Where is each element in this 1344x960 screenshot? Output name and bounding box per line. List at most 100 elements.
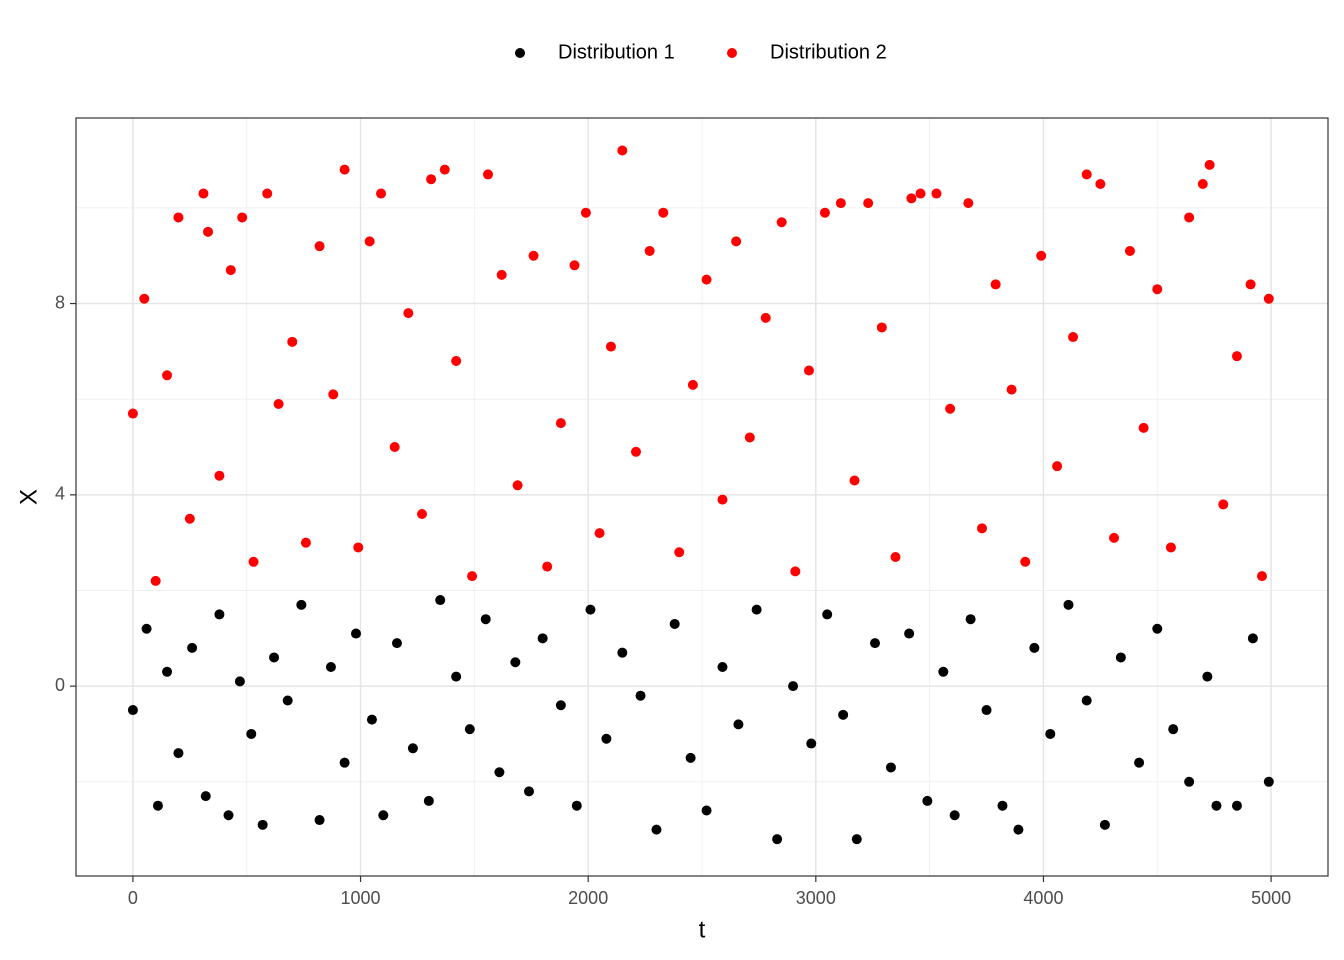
point — [876, 322, 887, 333]
legend-marker — [727, 48, 737, 58]
point — [246, 728, 257, 739]
point — [651, 824, 662, 835]
point — [701, 805, 712, 816]
point — [976, 523, 987, 534]
point — [127, 705, 138, 716]
point — [1045, 728, 1056, 739]
legend-label: Distribution 2 — [770, 41, 887, 63]
point — [350, 628, 361, 639]
point — [364, 236, 375, 247]
point — [439, 164, 450, 175]
point — [965, 614, 976, 625]
point — [1099, 819, 1110, 830]
point — [635, 690, 646, 701]
point — [339, 757, 350, 768]
point — [849, 475, 860, 486]
point — [569, 260, 580, 271]
point — [822, 609, 833, 620]
point — [669, 618, 680, 629]
point — [835, 198, 846, 209]
point — [949, 810, 960, 821]
y-tick-label: 4 — [55, 484, 65, 504]
point — [658, 207, 669, 218]
point — [248, 556, 259, 567]
point — [1256, 571, 1267, 582]
point — [141, 623, 152, 634]
point — [1152, 623, 1163, 634]
point — [510, 657, 521, 668]
point — [426, 174, 437, 185]
point — [269, 652, 280, 663]
point — [790, 566, 801, 577]
point — [760, 312, 771, 323]
point — [257, 819, 268, 830]
point — [314, 815, 325, 826]
x-tick-label: 0 — [128, 888, 138, 908]
point — [214, 609, 225, 620]
point — [273, 398, 284, 409]
x-tick-label: 5000 — [1251, 888, 1291, 908]
point — [339, 164, 350, 175]
point — [580, 207, 591, 218]
point — [480, 614, 491, 625]
point — [1152, 284, 1163, 295]
point — [851, 834, 862, 845]
point — [1063, 599, 1074, 610]
point — [1013, 824, 1024, 835]
point — [523, 786, 534, 797]
point — [687, 379, 698, 390]
point — [328, 389, 339, 400]
point — [1052, 461, 1063, 472]
grid — [76, 118, 1328, 876]
point — [1029, 642, 1040, 653]
legend: Distribution 1 Distribution 2 — [515, 41, 887, 63]
point — [870, 638, 881, 649]
point — [200, 791, 211, 802]
point — [819, 207, 830, 218]
point — [803, 365, 814, 376]
point — [1138, 422, 1149, 433]
point — [237, 212, 248, 223]
point — [353, 542, 364, 553]
point — [173, 212, 184, 223]
point — [772, 834, 783, 845]
point — [467, 571, 478, 582]
x-tick-label: 1000 — [341, 888, 381, 908]
point — [585, 604, 596, 615]
point — [494, 767, 505, 778]
point — [945, 403, 956, 414]
point — [1184, 212, 1195, 223]
point — [300, 537, 311, 548]
point — [378, 810, 389, 821]
point — [717, 662, 728, 673]
point — [1124, 245, 1135, 256]
point — [1168, 724, 1179, 735]
point — [391, 638, 402, 649]
point — [528, 250, 539, 261]
point — [1245, 279, 1256, 290]
point — [1204, 159, 1215, 170]
point — [314, 241, 325, 252]
point — [451, 355, 462, 366]
point — [423, 795, 434, 806]
point — [776, 217, 787, 228]
point — [198, 188, 209, 199]
point — [701, 274, 712, 285]
point — [571, 800, 582, 811]
point — [733, 719, 744, 730]
point — [203, 226, 214, 237]
point — [537, 633, 548, 644]
point — [922, 795, 933, 806]
point — [162, 666, 173, 677]
point — [1006, 384, 1017, 395]
y-axis-title: X — [15, 489, 42, 505]
y-tick-label: 8 — [55, 292, 65, 312]
point — [162, 370, 173, 381]
point — [376, 188, 387, 199]
point — [1115, 652, 1126, 663]
point — [990, 279, 1001, 290]
point — [1231, 800, 1242, 811]
point — [885, 762, 896, 773]
point — [139, 293, 150, 304]
point — [1211, 800, 1222, 811]
